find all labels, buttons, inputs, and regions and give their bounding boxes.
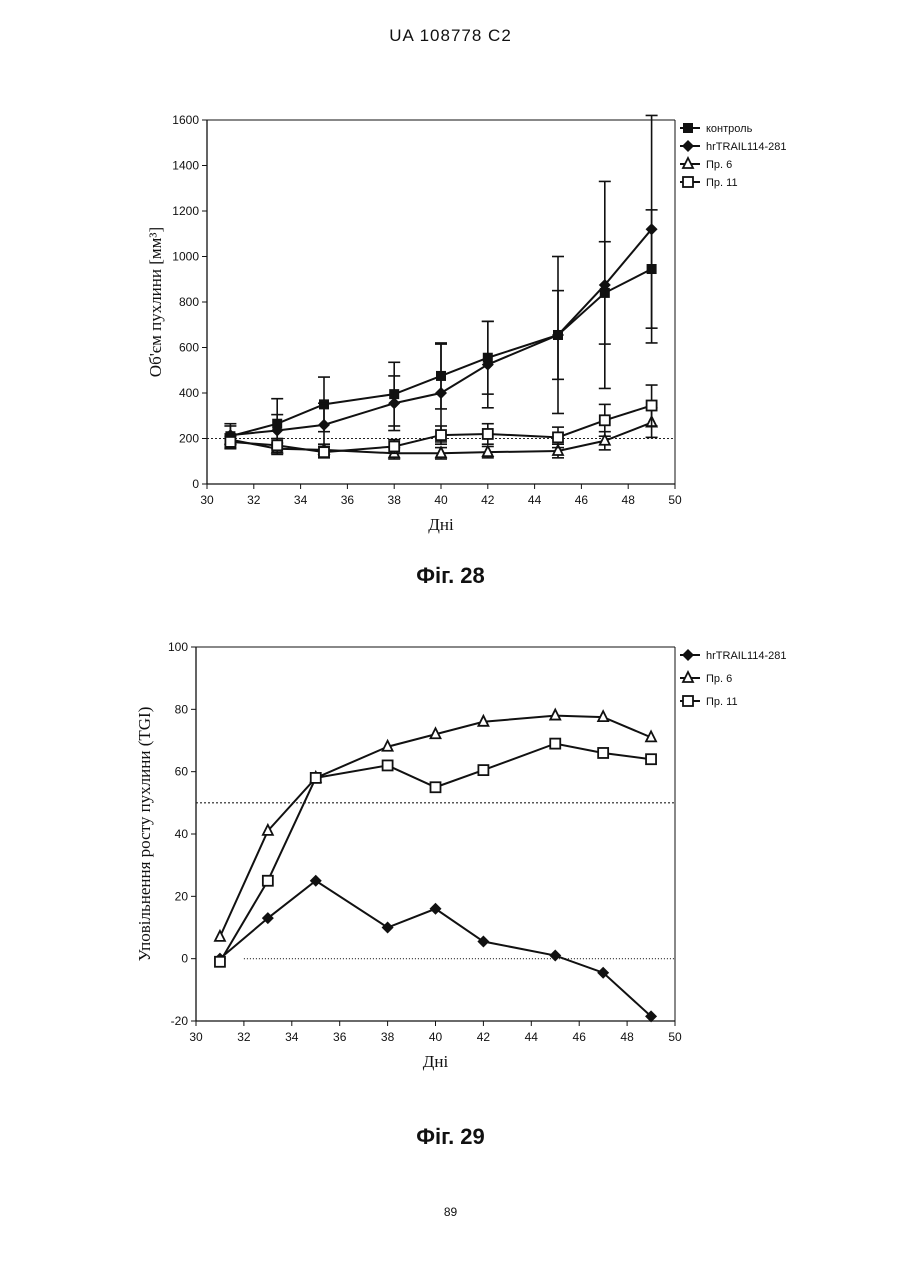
legend-label: hrTRAIL114-281 bbox=[706, 650, 787, 662]
x-tick-label: 40 bbox=[429, 1030, 443, 1044]
legend-marker bbox=[683, 696, 693, 706]
series-line bbox=[220, 881, 651, 1017]
data-point bbox=[311, 773, 321, 783]
legend-label: Пр. 6 bbox=[706, 673, 732, 685]
y-tick-label: 40 bbox=[175, 827, 189, 841]
data-point bbox=[550, 710, 560, 720]
data-point bbox=[383, 760, 393, 770]
legend-marker bbox=[683, 672, 693, 682]
series-line bbox=[220, 744, 651, 962]
x-tick-label: 48 bbox=[620, 1030, 634, 1044]
x-tick-label: 50 bbox=[668, 1030, 682, 1044]
figure-29-caption: Фіг. 29 bbox=[0, 1124, 901, 1150]
legend-label: Пр. 11 bbox=[706, 696, 738, 708]
series-Пр. 11 bbox=[215, 739, 656, 967]
x-tick-label: 44 bbox=[525, 1030, 539, 1044]
data-point bbox=[215, 931, 225, 941]
x-tick-label: 34 bbox=[285, 1030, 299, 1044]
y-axis-title: Уповільнення росту пухлини (TGI) bbox=[135, 707, 154, 962]
data-point bbox=[382, 922, 394, 934]
data-point bbox=[646, 754, 656, 764]
series-hrTRAIL114-281 bbox=[214, 875, 657, 1023]
x-tick-label: 30 bbox=[189, 1030, 203, 1044]
y-tick-label: 60 bbox=[175, 765, 189, 779]
data-point bbox=[598, 711, 608, 721]
data-point bbox=[550, 739, 560, 749]
y-tick-label: 20 bbox=[175, 889, 189, 903]
y-tick-label: 0 bbox=[181, 952, 188, 966]
data-point bbox=[383, 741, 393, 751]
y-tick-label: 100 bbox=[168, 640, 188, 654]
x-tick-label: 38 bbox=[381, 1030, 395, 1044]
x-tick-label: 46 bbox=[573, 1030, 587, 1044]
x-tick-label: 42 bbox=[477, 1030, 491, 1044]
data-point bbox=[646, 731, 656, 741]
data-point bbox=[431, 782, 441, 792]
page-number: 89 bbox=[0, 1205, 901, 1219]
data-point bbox=[477, 936, 489, 948]
x-axis-title: Дні bbox=[423, 1052, 449, 1071]
data-point bbox=[549, 950, 561, 962]
data-point bbox=[478, 765, 488, 775]
y-tick-label: 80 bbox=[175, 702, 189, 716]
x-tick-label: 32 bbox=[237, 1030, 251, 1044]
data-point bbox=[478, 716, 488, 726]
data-point bbox=[215, 957, 225, 967]
data-point bbox=[431, 728, 441, 738]
data-point bbox=[263, 876, 273, 886]
tgi-chart: 30 32 34 36 38 40 42 44 46 48 50 -20 0 20 40 60 80 100 Дні… bbox=[0, 0, 901, 1120]
data-point bbox=[598, 748, 608, 758]
legend-marker bbox=[682, 649, 694, 661]
x-tick-label: 36 bbox=[333, 1030, 347, 1044]
data-point bbox=[430, 903, 442, 915]
y-tick-label: -20 bbox=[171, 1014, 189, 1028]
